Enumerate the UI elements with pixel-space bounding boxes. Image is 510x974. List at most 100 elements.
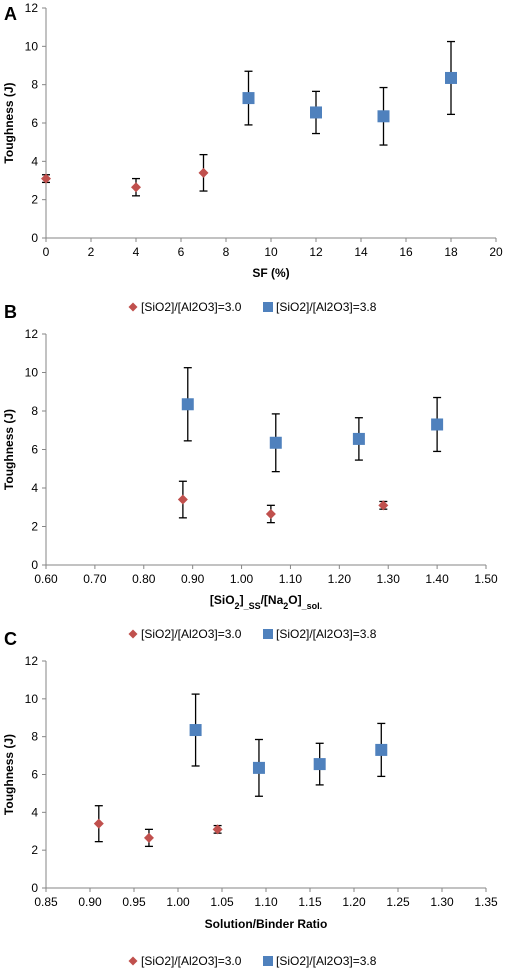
legend-label: [SiO2]/[Al2O3]=3.8 [276,627,377,641]
legend-label: [SiO2]/[Al2O3]=3.0 [141,627,242,641]
x-axis-title-part: 2 [235,601,240,611]
panel-c: C 0 2 4 6 8 10 12 0.85 0.90 0.95 1.00 1.05 1.10 1.15 1.… [2,627,498,968]
data-point-square [252,761,265,774]
legend-marker-square [263,629,273,639]
x-tick-label: 1.20 [328,572,352,586]
y-tick-label: 6 [31,443,38,457]
data-point-diamond [378,500,389,511]
data-point-square [313,758,326,771]
data-point-diamond [265,508,276,519]
x-tick-label: 10 [264,245,278,259]
x-tick-label: 2 [88,245,95,259]
panel-label: A [4,4,17,24]
y-axis-title: Toughness (J) [2,82,16,163]
data-point-diamond [131,182,141,193]
panel-label: B [4,302,17,322]
x-tick-label: 4 [133,245,140,259]
legend-marker-diamond [128,302,138,312]
y-tick-label: 4 [31,154,38,168]
x-tick-label: 14 [354,245,368,259]
x-tick-label: 12 [309,245,323,259]
x-tick-label: 0.60 [34,572,58,586]
x-tick-label: 6 [178,245,185,259]
x-axis-title-part: _SS [243,601,261,611]
y-tick-label: 0 [31,231,38,245]
series-square [181,367,444,473]
data-point-square [189,724,202,737]
series-square [189,693,388,797]
data-point-square [352,432,365,445]
y-tick-label: 6 [31,768,38,782]
x-tick-label: 1.20 [342,895,366,909]
y-tick-label: 2 [31,520,38,534]
y-tick-label: 8 [31,78,38,92]
y-tick-label: 8 [31,404,38,418]
data-point-diamond [212,824,223,835]
x-tick-label: 1.30 [430,895,454,909]
y-tick-label: 0 [31,558,38,572]
x-tick-label: 1.25 [386,895,410,909]
y-tick-label: 12 [25,327,39,341]
y-tick-label: 4 [31,481,38,495]
legend-top: [SiO2]/[Al2O3]=3.0 [SiO2]/[Al2O3]=3.8 [128,300,377,314]
x-tick-label: 0.70 [83,572,107,586]
y-tick-label: 4 [31,805,38,819]
data-point-square [377,110,390,123]
x-tick-label: 0.90 [78,895,102,909]
legend-marker-diamond [128,956,138,966]
y-axis-title: Toughness (J) [2,734,16,815]
data-point-square [375,743,388,756]
x-tick-label: 1.35 [474,895,498,909]
legend-label: [SiO2]/[Al2O3]=3.8 [276,954,377,968]
panel-a: A 0 2 4 6 8 10 12 0 2 4 6 8 10 12 14 16 18 20 Toughness (J)… [2,1,503,280]
x-axis-title-part: _sol. [301,601,323,611]
y-tick-label: 2 [31,843,38,857]
data-point-diamond [143,832,154,843]
y-tick-label: 10 [25,39,39,53]
x-tick-label: 1.05 [210,895,234,909]
data-point-square [310,106,322,119]
y-tick-label: 10 [25,366,39,380]
x-tick-label: 18 [444,245,458,259]
legend-marker-square [263,956,273,966]
legend-label: [SiO2]/[Al2O3]=3.8 [276,300,377,314]
x-axis-title-part: 2 [283,601,288,611]
data-point-diamond [41,173,51,184]
data-point-square [431,418,444,431]
x-tick-label: 16 [399,245,413,259]
x-axis-title-part: /[Na [261,593,284,607]
y-tick-label: 6 [31,116,38,130]
legend-label: [SiO2]/[Al2O3]=3.0 [141,300,242,314]
x-tick-label: 1.00 [166,895,190,909]
data-point-diamond [198,167,209,178]
series-diamond [41,153,209,197]
x-tick-label: 20 [489,245,503,259]
x-tick-label: 1.00 [230,572,254,586]
series-square [242,40,457,146]
y-axis-title: Toughness (J) [2,409,16,490]
x-axis-title: Solution/Binder Ratio [205,917,328,931]
x-tick-label: 8 [223,245,230,259]
x-axis-title-part: [SiO [210,593,235,607]
y-tick-label: 10 [25,692,39,706]
x-tick-label: 0 [43,245,50,259]
x-tick-label: 1.40 [425,572,449,586]
data-point-diamond [93,818,104,829]
legend-marker-diamond [128,629,138,639]
x-axis-title-part: ] [240,593,244,607]
legend-label: [SiO2]/[Al2O3]=3.0 [141,954,242,968]
x-tick-label: 1.15 [298,895,322,909]
legend-bottom: [SiO2]/[Al2O3]=3.0 [SiO2]/[Al2O3]=3.8 [128,954,377,968]
x-tick-label: 0.90 [181,572,205,586]
y-tick-label: 8 [31,730,38,744]
series-diamond [93,805,223,848]
panel-label: C [4,629,17,649]
x-axis-title: [SiO2]_SS/[Na2O]_sol. [210,593,322,611]
y-tick-label: 0 [31,881,38,895]
x-axis-title-part: O] [288,593,301,607]
x-tick-label: 1.50 [474,572,498,586]
x-tick-label: 0.80 [132,572,156,586]
data-point-square [181,398,194,411]
y-tick-label: 12 [25,654,39,668]
